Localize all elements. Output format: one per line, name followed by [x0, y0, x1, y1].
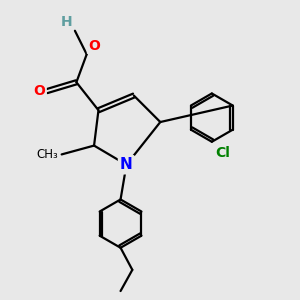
Text: H: H	[60, 15, 72, 29]
Text: CH₃: CH₃	[36, 148, 58, 161]
Text: Cl: Cl	[215, 146, 230, 160]
Text: N: N	[120, 157, 133, 172]
Text: O: O	[34, 84, 46, 98]
Text: O: O	[88, 39, 100, 53]
